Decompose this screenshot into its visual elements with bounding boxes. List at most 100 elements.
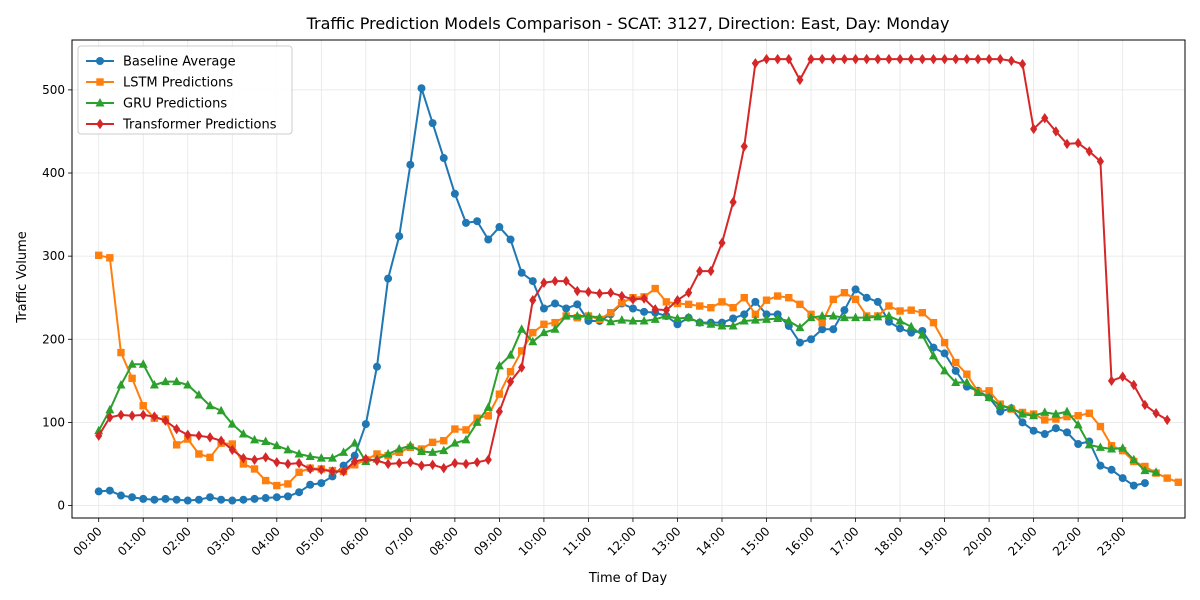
data-point bbox=[306, 463, 314, 475]
data-point bbox=[105, 404, 115, 414]
data-point bbox=[373, 455, 381, 466]
data-point bbox=[128, 493, 137, 502]
data-point bbox=[484, 412, 492, 420]
data-point bbox=[685, 287, 693, 298]
data-point bbox=[785, 294, 793, 302]
data-point bbox=[1062, 406, 1072, 416]
data-point bbox=[996, 53, 1004, 65]
y-tick-label: 500 bbox=[42, 83, 65, 97]
data-point bbox=[494, 360, 504, 370]
data-point bbox=[750, 315, 760, 324]
data-point bbox=[194, 389, 204, 399]
data-point bbox=[628, 304, 637, 313]
data-point bbox=[952, 358, 960, 367]
data-point bbox=[562, 275, 570, 287]
data-point bbox=[228, 496, 237, 505]
data-point bbox=[728, 320, 738, 330]
data-point bbox=[885, 302, 893, 310]
data-point bbox=[762, 53, 771, 65]
data-point bbox=[116, 379, 126, 389]
data-point bbox=[561, 310, 571, 320]
data-point bbox=[606, 308, 615, 317]
data-point bbox=[873, 311, 883, 321]
data-point bbox=[1129, 481, 1138, 490]
data-point bbox=[205, 400, 215, 410]
data-point bbox=[707, 265, 715, 277]
data-point bbox=[483, 402, 493, 411]
data-point bbox=[250, 465, 259, 473]
data-point bbox=[818, 318, 826, 327]
data-point bbox=[316, 453, 326, 462]
data-point bbox=[1107, 465, 1116, 474]
data-point bbox=[105, 486, 114, 495]
data-point bbox=[417, 460, 426, 471]
data-point bbox=[996, 407, 1005, 416]
data-point bbox=[617, 315, 627, 324]
data-point bbox=[94, 487, 103, 496]
data-point bbox=[896, 53, 904, 65]
data-point bbox=[829, 53, 837, 65]
data-point bbox=[628, 315, 638, 325]
legend-label: Transformer Predictions bbox=[122, 118, 277, 133]
data-point bbox=[829, 325, 838, 334]
data-point bbox=[261, 494, 270, 503]
data-point bbox=[528, 277, 537, 286]
data-point bbox=[1107, 375, 1116, 387]
data-point bbox=[940, 349, 949, 358]
data-point bbox=[250, 434, 260, 444]
data-point bbox=[907, 306, 915, 314]
data-point bbox=[428, 447, 438, 456]
data-point bbox=[1063, 428, 1072, 437]
data-point bbox=[706, 319, 716, 328]
data-point bbox=[951, 377, 961, 386]
data-point bbox=[696, 265, 704, 277]
chart-title: Traffic Prediction Models Comparison - S… bbox=[306, 14, 950, 33]
data-point bbox=[261, 476, 270, 485]
data-point bbox=[1018, 58, 1027, 70]
data-point bbox=[751, 310, 760, 319]
data-point bbox=[573, 285, 581, 297]
data-point bbox=[895, 315, 905, 325]
data-point bbox=[183, 379, 193, 389]
data-point bbox=[829, 295, 837, 304]
data-point bbox=[294, 448, 304, 458]
data-point bbox=[528, 336, 538, 346]
data-point bbox=[751, 297, 760, 306]
data-point bbox=[863, 53, 871, 65]
data-point bbox=[506, 376, 515, 387]
data-point bbox=[306, 480, 315, 489]
data-point bbox=[495, 390, 504, 398]
data-point bbox=[807, 53, 815, 65]
data-point bbox=[1052, 126, 1060, 137]
data-point bbox=[384, 274, 393, 283]
data-point bbox=[1007, 55, 1015, 66]
data-point bbox=[339, 447, 349, 456]
data-point bbox=[440, 462, 448, 474]
data-point bbox=[1051, 424, 1060, 433]
data-point bbox=[984, 392, 994, 401]
data-point bbox=[406, 457, 414, 468]
data-point bbox=[362, 453, 370, 465]
data-point bbox=[940, 338, 949, 347]
data-point bbox=[640, 307, 649, 316]
data-point bbox=[150, 411, 158, 422]
legend-marker bbox=[96, 78, 104, 86]
data-point bbox=[639, 315, 649, 325]
data-point bbox=[874, 53, 882, 65]
y-tick-label: 300 bbox=[42, 249, 65, 263]
data-point bbox=[450, 189, 459, 198]
data-point bbox=[518, 362, 526, 373]
data-point bbox=[662, 298, 671, 306]
data-point bbox=[851, 312, 861, 322]
data-point bbox=[985, 387, 993, 395]
data-point bbox=[1030, 123, 1038, 135]
data-point bbox=[695, 317, 705, 327]
data-point bbox=[1029, 426, 1038, 435]
data-point bbox=[917, 330, 927, 339]
data-point bbox=[195, 430, 203, 441]
data-point bbox=[907, 328, 916, 337]
data-point bbox=[160, 376, 170, 386]
data-point bbox=[116, 491, 125, 500]
data-point bbox=[184, 429, 192, 441]
data-point bbox=[1029, 410, 1039, 420]
